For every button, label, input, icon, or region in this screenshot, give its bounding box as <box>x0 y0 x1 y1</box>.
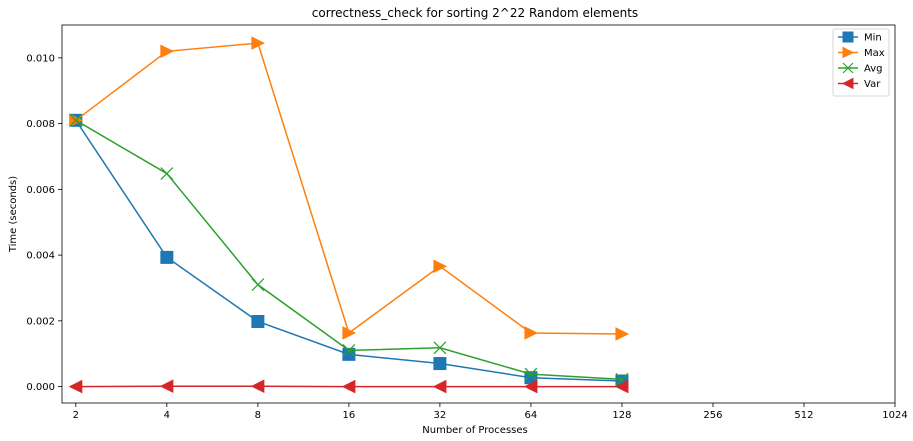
legend-marker <box>842 31 854 43</box>
y-tick-label: 0.006 <box>26 185 55 196</box>
data-point-max <box>342 326 357 340</box>
x-tick-label: 32 <box>434 410 447 421</box>
y-axis-label: Time (seconds) <box>8 176 19 253</box>
data-point-var <box>250 379 265 394</box>
y-tick-label: 0.002 <box>26 316 55 327</box>
y-tick-label: 0.010 <box>26 53 55 64</box>
y-tick-label: 0.004 <box>26 251 55 262</box>
series-layer <box>68 36 630 394</box>
data-point-max <box>160 44 174 59</box>
data-point-avg <box>433 341 447 355</box>
data-point-min <box>160 250 174 264</box>
data-point-min <box>433 357 447 371</box>
x-tick-label: 512 <box>794 410 813 421</box>
data-point-avg <box>524 367 538 381</box>
x-axis: 2 4 8 16 32 64 128 256 512 1024 <box>73 403 908 421</box>
series-var <box>68 379 629 394</box>
y-tick-label: 0.000 <box>26 382 55 393</box>
y-tick-label: 0.008 <box>26 119 55 130</box>
x-axis-label: Number of Processes <box>422 425 527 436</box>
x-tick-label: 2 <box>73 410 79 421</box>
legend-item-var: Var <box>838 77 881 90</box>
data-point-max <box>615 327 630 341</box>
legend-label: Var <box>864 79 881 90</box>
x-tick-label: 128 <box>612 410 631 421</box>
series-min <box>69 113 629 388</box>
legend-marker <box>842 62 854 74</box>
data-point-min <box>342 347 356 361</box>
legend-marker <box>841 77 854 90</box>
legend-label: Min <box>864 33 882 44</box>
data-point-avg <box>251 278 265 292</box>
x-tick-label: 1024 <box>882 410 907 421</box>
chart-title: correctness_check for sorting 2^22 Rando… <box>312 6 638 20</box>
data-point-avg <box>69 113 83 127</box>
x-tick-label: 64 <box>525 410 538 421</box>
legend-marker <box>842 46 855 59</box>
data-point-avg <box>160 167 174 180</box>
legend-item-avg: Avg <box>838 62 883 75</box>
x-tick-label: 16 <box>343 410 356 421</box>
legend-label: Max <box>864 48 885 59</box>
data-point-var <box>68 379 83 394</box>
legend: Min Max Avg Var <box>832 28 890 97</box>
data-point-var <box>432 379 447 394</box>
data-point-var <box>523 379 538 394</box>
series-line-avg <box>75 119 622 381</box>
plot-frame <box>61 24 896 404</box>
x-tick-label: 256 <box>703 410 722 421</box>
legend-label: Avg <box>864 64 883 75</box>
data-point-var <box>159 379 174 394</box>
series-line-max <box>75 42 622 335</box>
legend-item-max: Max <box>838 46 885 59</box>
series-avg <box>69 113 629 386</box>
data-point-max <box>433 259 448 274</box>
x-tick-label: 4 <box>164 410 170 421</box>
data-point-min <box>251 314 265 328</box>
data-point-avg <box>342 343 356 357</box>
data-point-max <box>524 326 539 340</box>
series-line-min <box>75 119 622 382</box>
legend-item-min: Min <box>838 31 882 44</box>
legend-box <box>832 28 890 97</box>
data-point-var <box>341 379 356 394</box>
series-max <box>69 36 630 341</box>
x-tick-label: 8 <box>255 410 261 421</box>
y-axis: 0.000 0.002 0.004 0.006 0.008 0.010 <box>26 53 62 393</box>
data-point-max <box>251 36 265 50</box>
data-point-var <box>614 379 629 394</box>
